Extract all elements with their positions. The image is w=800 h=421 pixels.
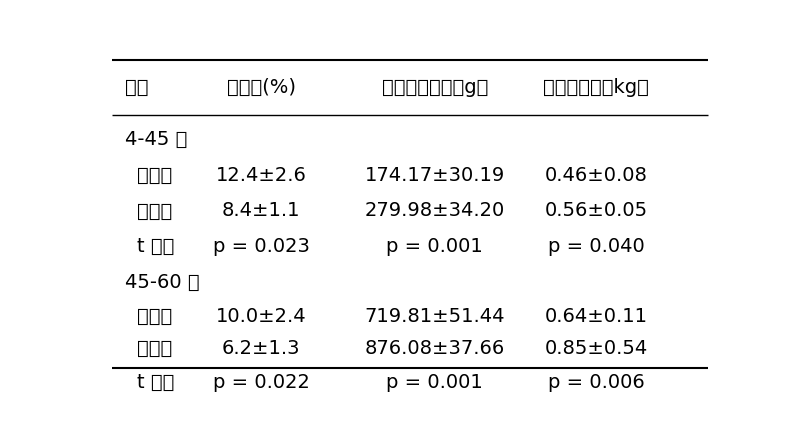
Text: t 检验: t 检验: [138, 373, 174, 392]
Text: p = 0.001: p = 0.001: [386, 373, 483, 392]
Text: 对照组: 对照组: [138, 307, 173, 326]
Text: 279.98±34.20: 279.98±34.20: [365, 202, 505, 221]
Text: p = 0.006: p = 0.006: [548, 373, 644, 392]
Text: 0.56±0.05: 0.56±0.05: [545, 202, 647, 221]
Text: 6.2±1.3: 6.2±1.3: [222, 339, 301, 358]
Text: p = 0.001: p = 0.001: [386, 237, 483, 256]
Text: 0.46±0.08: 0.46±0.08: [545, 166, 647, 185]
Text: t 检验: t 检验: [138, 237, 174, 256]
Text: 腹泻率(%): 腹泻率(%): [226, 78, 296, 97]
Text: 项目: 项目: [125, 78, 148, 97]
Text: 4-45 天: 4-45 天: [125, 130, 187, 149]
Text: 45-60 天: 45-60 天: [125, 273, 199, 292]
Text: 719.81±51.44: 719.81±51.44: [365, 307, 505, 326]
Text: p = 0.022: p = 0.022: [213, 373, 310, 392]
Text: 对照组: 对照组: [138, 166, 173, 185]
Text: 0.85±0.54: 0.85±0.54: [544, 339, 648, 358]
Text: 平均日增重（kg）: 平均日增重（kg）: [543, 78, 649, 97]
Text: 0.64±0.11: 0.64±0.11: [545, 307, 647, 326]
Text: 174.17±30.19: 174.17±30.19: [365, 166, 505, 185]
Text: 试验组: 试验组: [138, 339, 173, 358]
Text: 平均日采食量（g）: 平均日采食量（g）: [382, 78, 488, 97]
Text: p = 0.040: p = 0.040: [548, 237, 644, 256]
Text: 12.4±2.6: 12.4±2.6: [216, 166, 306, 185]
Text: 10.0±2.4: 10.0±2.4: [216, 307, 306, 326]
Text: 876.08±37.66: 876.08±37.66: [365, 339, 505, 358]
Text: 试验组: 试验组: [138, 202, 173, 221]
Text: 8.4±1.1: 8.4±1.1: [222, 202, 301, 221]
Text: p = 0.023: p = 0.023: [213, 237, 310, 256]
